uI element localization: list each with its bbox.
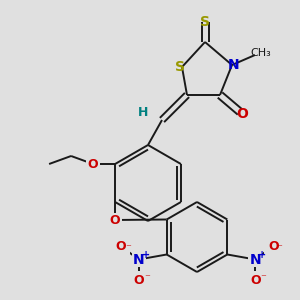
Text: ⁻: ⁻ (125, 244, 130, 254)
Text: ⁻: ⁻ (144, 274, 150, 284)
Bar (132, 253, 146, 266)
Text: ⁻: ⁻ (276, 244, 282, 254)
Text: O: O (110, 214, 120, 226)
Bar (132, 271, 146, 284)
Text: +: + (142, 250, 150, 260)
Text: H: H (138, 106, 148, 119)
Text: S: S (175, 60, 185, 74)
Text: O: O (236, 107, 248, 121)
Text: O: O (250, 274, 261, 287)
Bar (116, 241, 130, 254)
Text: O: O (88, 158, 98, 170)
Bar (248, 253, 262, 266)
Text: S: S (200, 15, 210, 29)
Text: O: O (116, 240, 126, 253)
Bar (108, 213, 122, 227)
Text: N: N (250, 253, 261, 266)
Text: CH₃: CH₃ (250, 48, 272, 58)
Text: O: O (268, 240, 279, 253)
Text: N: N (228, 58, 240, 72)
Text: O: O (134, 274, 144, 287)
Bar (248, 271, 262, 284)
Text: ⁻: ⁻ (260, 274, 266, 284)
Bar (264, 241, 278, 254)
Text: N: N (133, 253, 145, 266)
Bar (86, 157, 100, 171)
Text: +: + (258, 250, 266, 260)
